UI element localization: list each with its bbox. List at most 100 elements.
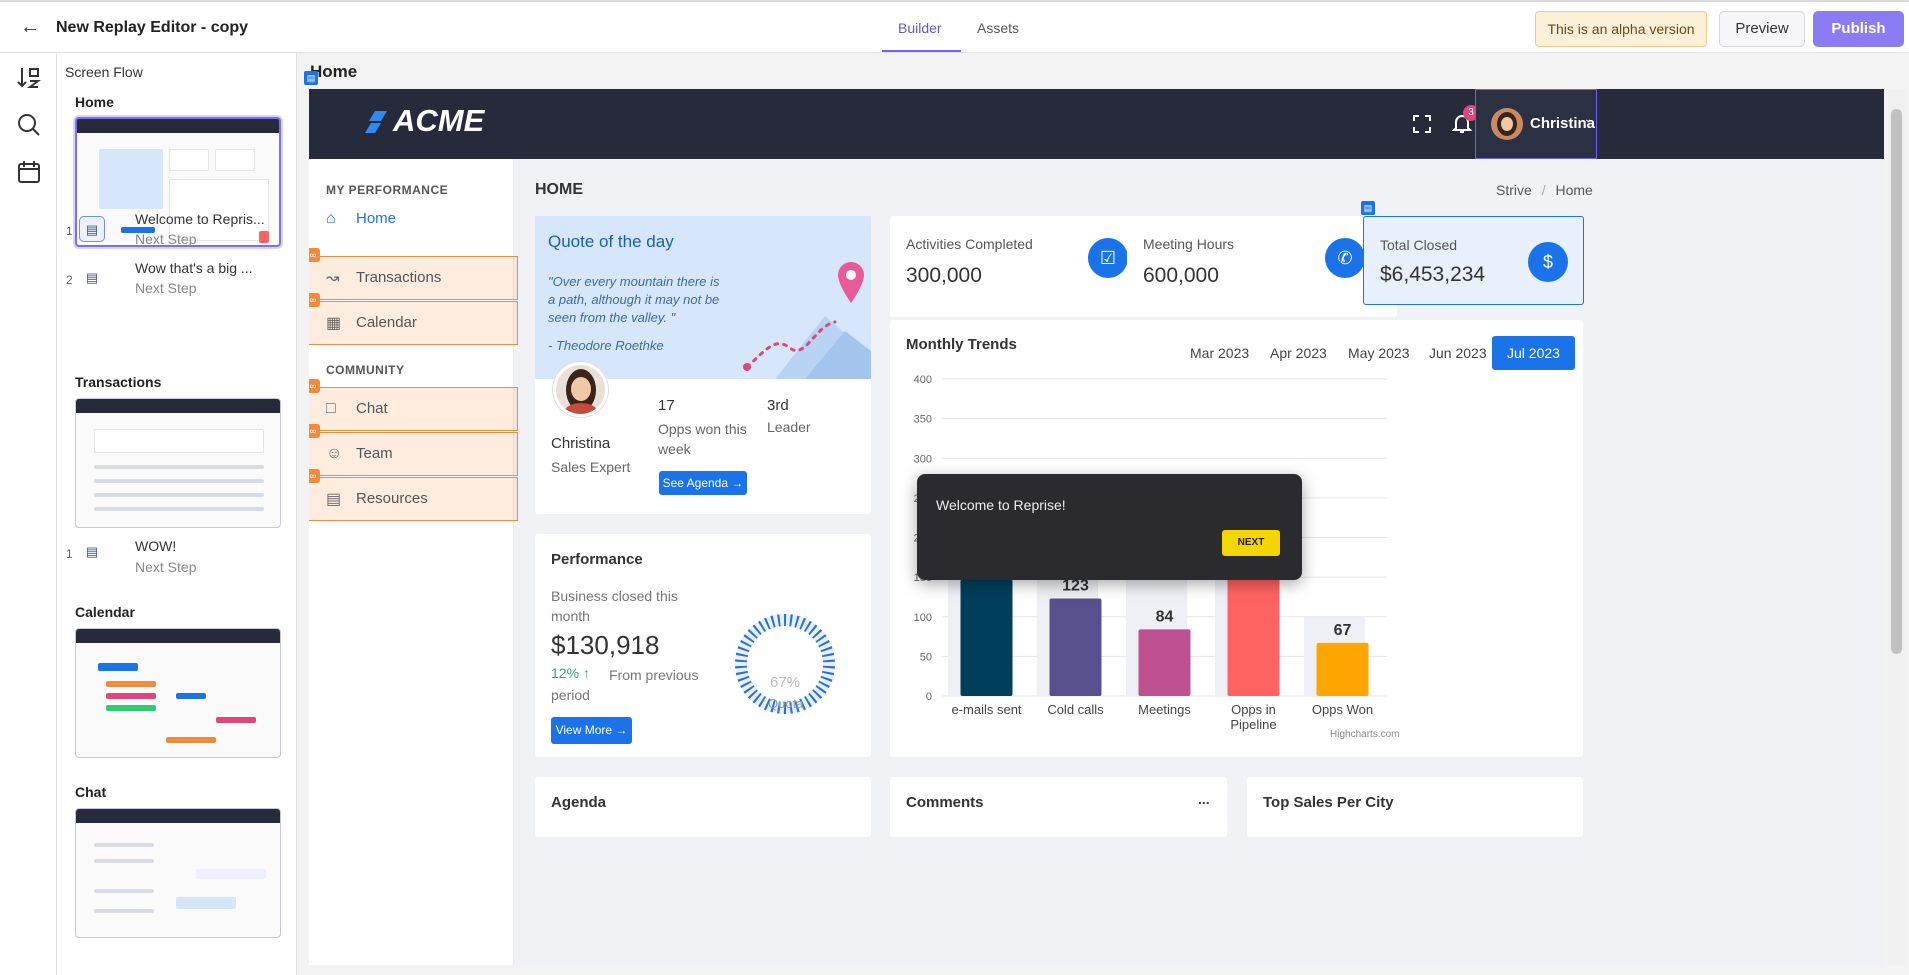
- step-subtitle: Next Step: [135, 231, 197, 247]
- screen-thumbnail-chat[interactable]: [75, 808, 281, 938]
- link-highlight[interactable]: [309, 301, 518, 345]
- sidebar-item-home[interactable]: ⌂ Home: [326, 202, 516, 235]
- step-number: 1: [66, 547, 73, 561]
- screen-name: Home: [310, 62, 358, 81]
- stat-card: Meeting Hours 600,000 ✆: [1127, 216, 1397, 317]
- sidebar-item-transactions[interactable]: ↝ Transactions: [326, 261, 516, 294]
- screen-thumbnail-calendar[interactable]: [75, 628, 281, 758]
- step-marker-icon[interactable]: ▤: [1361, 201, 1375, 215]
- month-filter[interactable]: Apr 2023: [1270, 345, 1327, 361]
- stat-value: $6,453,234: [1380, 263, 1486, 286]
- chart-line-icon: ↝: [326, 269, 340, 287]
- chevron-down-icon: ⌄: [1584, 114, 1593, 125]
- home-icon: ⌂: [326, 209, 336, 227]
- step-marker-icon[interactable]: ▤: [304, 71, 318, 85]
- link-highlight[interactable]: [309, 432, 518, 476]
- card-title: Agenda: [551, 794, 607, 811]
- trends-title: Monthly Trends: [906, 336, 1017, 353]
- link-icon: ∞: [309, 469, 320, 483]
- quote-card: Quote of the day "Over every mountain th…: [535, 216, 871, 514]
- step-number: 1: [66, 224, 73, 238]
- back-arrow-icon[interactable]: ←: [20, 16, 40, 38]
- scrollbar-thumb[interactable]: [1891, 109, 1902, 654]
- preview-button[interactable]: Preview: [1719, 11, 1805, 47]
- step-subtitle: Next Step: [135, 559, 197, 575]
- link-highlight[interactable]: [309, 256, 518, 300]
- month-filter[interactable]: Mar 2023: [1190, 345, 1250, 361]
- data-label: 84: [1156, 608, 1174, 625]
- bar: [960, 579, 1013, 696]
- month-filter-active[interactable]: Jul 2023: [1492, 336, 1575, 370]
- opps-won-value: 17: [658, 397, 675, 414]
- tab-assets[interactable]: Assets: [977, 20, 1020, 36]
- top-bar: ← New Replay Editor - copy Builder Asset…: [0, 0, 1909, 53]
- user-menu[interactable]: Christina ⌄: [1475, 89, 1597, 159]
- step-title[interactable]: Wow that's a big ...: [135, 260, 253, 276]
- step-title[interactable]: Welcome to Repris...: [135, 211, 265, 227]
- sidebar-section-heading: MY PERFORMANCE: [326, 183, 449, 197]
- profile-avatar: [553, 362, 608, 417]
- gauge-value: 67%: [770, 674, 801, 691]
- publish-button[interactable]: Publish: [1813, 11, 1904, 47]
- view-more-button[interactable]: View More →: [551, 717, 632, 744]
- link-highlight[interactable]: [309, 387, 518, 431]
- vertical-scrollbar[interactable]: [1888, 89, 1905, 965]
- search-icon[interactable]: [14, 110, 44, 140]
- quote-banner: Quote of the day "Over every mountain th…: [535, 216, 871, 379]
- screen-thumbnail-transactions[interactable]: [75, 398, 281, 528]
- acme-header: ACME 3 Christina ⌄: [309, 89, 1884, 159]
- y-tick-label: 100: [914, 612, 932, 624]
- screen-thumbnail-home[interactable]: [75, 117, 281, 247]
- team-icon: ☺: [326, 444, 343, 462]
- tooltip-text: Welcome to Reprise!: [936, 497, 1066, 513]
- calendar-icon: ▦: [326, 314, 342, 332]
- sort-icon[interactable]: [14, 63, 44, 93]
- see-agenda-button[interactable]: See Agenda →: [659, 471, 747, 495]
- sidebar-item-chat[interactable]: □ Chat: [326, 392, 516, 425]
- chart-credit[interactable]: Highcharts.com: [1330, 729, 1400, 740]
- profile-name: Christina: [551, 435, 611, 452]
- card-title: Comments: [906, 794, 984, 811]
- fullscreen-icon[interactable]: [1412, 114, 1432, 134]
- sidebar-item-team[interactable]: ☺ Team: [326, 437, 516, 470]
- profile-role: Sales Expert: [551, 459, 631, 475]
- step-title[interactable]: WOW!: [135, 538, 177, 554]
- comment-icon: ▤: [79, 539, 105, 565]
- data-label: 123: [1062, 578, 1089, 595]
- quote-title: Quote of the day: [548, 232, 674, 251]
- flow-section-title: Home: [75, 94, 114, 110]
- comment-icon: ▤: [79, 216, 105, 242]
- sidebar-item-label: Chat: [356, 400, 388, 417]
- link-highlight[interactable]: [309, 477, 518, 521]
- sidebar-item-calendar[interactable]: ▦ Calendar: [326, 306, 516, 339]
- stat-label: Total Closed: [1380, 237, 1458, 253]
- performance-title: Performance: [551, 551, 643, 568]
- x-tick-label: Meetings: [1138, 702, 1191, 717]
- month-filter[interactable]: May 2023: [1348, 345, 1410, 361]
- flow-section-title: Chat: [75, 784, 107, 800]
- y-tick-label: 0: [926, 691, 932, 703]
- comment-icon: ▤: [79, 265, 105, 291]
- arrow-up-icon: ↑: [582, 665, 590, 681]
- tab-builder[interactable]: Builder: [898, 20, 942, 36]
- resources-icon: ▤: [326, 490, 342, 508]
- comments-card: Comments ...: [890, 777, 1227, 837]
- more-options-icon[interactable]: ...: [1198, 791, 1210, 807]
- stat-card-selected[interactable]: Total Closed $6,453,234 $: [1363, 216, 1584, 305]
- quota-gauge: [735, 614, 835, 714]
- sidebar-item-label: Team: [356, 445, 393, 462]
- tooltip-next-button[interactable]: NEXT: [1222, 530, 1280, 556]
- step-subtitle: Next Step: [135, 280, 197, 296]
- arrow-right-icon: →: [731, 476, 744, 490]
- month-filter[interactable]: Jun 2023: [1429, 345, 1487, 361]
- performance-value: $130,918: [551, 630, 660, 660]
- calendar-icon[interactable]: [14, 157, 44, 187]
- screen-flow-panel: Screen Flow Home 1 ▤ Welcome to Repris..…: [57, 53, 297, 975]
- sidebar-item-resources[interactable]: ▤ Resources: [326, 482, 516, 515]
- bar: [1138, 629, 1191, 696]
- breadcrumb-root[interactable]: Strive: [1496, 182, 1532, 198]
- x-tick-label: Opps Won: [1312, 702, 1373, 717]
- link-icon: ∞: [309, 293, 320, 307]
- captured-screen: ACME 3 Christina ⌄: [309, 89, 1884, 965]
- performance-label: Business closed this month: [551, 588, 678, 624]
